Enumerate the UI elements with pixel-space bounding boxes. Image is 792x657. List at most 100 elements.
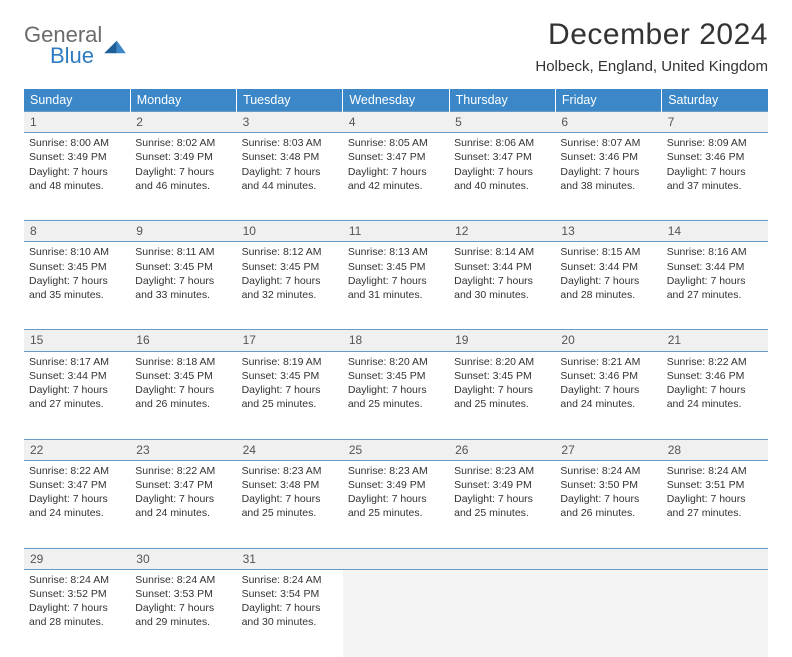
sunrise-text: Sunrise: 8:20 AM [348, 355, 444, 369]
day-cell: Sunrise: 8:05 AMSunset: 3:47 PMDaylight:… [343, 133, 449, 221]
sunrise-text: Sunrise: 8:24 AM [667, 464, 763, 478]
daylight-text-1: Daylight: 7 hours [135, 492, 231, 506]
sunrise-text: Sunrise: 8:16 AM [667, 245, 763, 259]
day-number-cell: 27 [555, 439, 661, 460]
sunset-text: Sunset: 3:49 PM [348, 478, 444, 492]
day-number-cell: 22 [24, 439, 130, 460]
daylight-text-1: Daylight: 7 hours [560, 383, 656, 397]
daylight-text-1: Daylight: 7 hours [242, 274, 338, 288]
day-number-cell: 10 [237, 221, 343, 242]
sunrise-text: Sunrise: 8:23 AM [242, 464, 338, 478]
sunset-text: Sunset: 3:45 PM [29, 260, 125, 274]
daylight-text-1: Daylight: 7 hours [560, 165, 656, 179]
daylight-text-1: Daylight: 7 hours [454, 492, 550, 506]
sunrise-text: Sunrise: 8:00 AM [29, 136, 125, 150]
daylight-text-2: and 24 minutes. [29, 506, 125, 520]
logo-word-blue: Blue [50, 45, 102, 67]
location-label: Holbeck, England, United Kingdom [535, 58, 768, 75]
day-number-cell: 26 [449, 439, 555, 460]
day-number-cell: 20 [555, 330, 661, 351]
daylight-text-2: and 31 minutes. [348, 288, 444, 302]
daylight-text-1: Daylight: 7 hours [29, 383, 125, 397]
day-number-cell: 15 [24, 330, 130, 351]
day-number-row: 15161718192021 [24, 330, 768, 351]
day-number-cell: 30 [130, 548, 236, 569]
daylight-text-2: and 25 minutes. [454, 506, 550, 520]
day-cell: Sunrise: 8:06 AMSunset: 3:47 PMDaylight:… [449, 133, 555, 221]
day-cell: Sunrise: 8:23 AMSunset: 3:49 PMDaylight:… [343, 460, 449, 548]
day-cell: Sunrise: 8:22 AMSunset: 3:47 PMDaylight:… [130, 460, 236, 548]
day-number-row: 891011121314 [24, 221, 768, 242]
daylight-text-2: and 30 minutes. [454, 288, 550, 302]
daylight-text-1: Daylight: 7 hours [560, 274, 656, 288]
day-cell: Sunrise: 8:15 AMSunset: 3:44 PMDaylight:… [555, 242, 661, 330]
daylight-text-1: Daylight: 7 hours [454, 165, 550, 179]
daylight-text-2: and 25 minutes. [348, 506, 444, 520]
daylight-text-2: and 24 minutes. [560, 397, 656, 411]
sunrise-text: Sunrise: 8:24 AM [242, 573, 338, 587]
sunset-text: Sunset: 3:44 PM [29, 369, 125, 383]
logo-text-block: General Blue [24, 24, 102, 67]
calendar-table: Sunday Monday Tuesday Wednesday Thursday… [24, 89, 768, 657]
daylight-text-2: and 27 minutes. [29, 397, 125, 411]
day-number-cell: 1 [24, 112, 130, 133]
sunset-text: Sunset: 3:52 PM [29, 587, 125, 601]
day-cell: Sunrise: 8:18 AMSunset: 3:45 PMDaylight:… [130, 351, 236, 439]
sunrise-text: Sunrise: 8:09 AM [667, 136, 763, 150]
daylight-text-1: Daylight: 7 hours [135, 165, 231, 179]
logo-triangle-icon [104, 37, 126, 55]
day-number-cell: 9 [130, 221, 236, 242]
sunrise-text: Sunrise: 8:15 AM [560, 245, 656, 259]
sunrise-text: Sunrise: 8:23 AM [454, 464, 550, 478]
day-cell: Sunrise: 8:21 AMSunset: 3:46 PMDaylight:… [555, 351, 661, 439]
sunrise-text: Sunrise: 8:24 AM [560, 464, 656, 478]
day-number-cell: 2 [130, 112, 236, 133]
day-number-cell: 23 [130, 439, 236, 460]
weekday-header: Wednesday [343, 89, 449, 112]
day-number-cell: 25 [343, 439, 449, 460]
daylight-text-2: and 28 minutes. [560, 288, 656, 302]
title-block: December 2024 Holbeck, England, United K… [535, 18, 768, 75]
daylight-text-2: and 24 minutes. [667, 397, 763, 411]
day-number-cell: 11 [343, 221, 449, 242]
day-number-cell: 18 [343, 330, 449, 351]
sunrise-text: Sunrise: 8:21 AM [560, 355, 656, 369]
day-number-cell: 19 [449, 330, 555, 351]
sunrise-text: Sunrise: 8:13 AM [348, 245, 444, 259]
sunset-text: Sunset: 3:44 PM [667, 260, 763, 274]
day-cell: Sunrise: 8:20 AMSunset: 3:45 PMDaylight:… [449, 351, 555, 439]
day-number-cell: 14 [662, 221, 768, 242]
daylight-text-1: Daylight: 7 hours [242, 165, 338, 179]
sunset-text: Sunset: 3:46 PM [560, 369, 656, 383]
day-number-row: 1234567 [24, 112, 768, 133]
sunrise-text: Sunrise: 8:03 AM [242, 136, 338, 150]
day-cell: Sunrise: 8:19 AMSunset: 3:45 PMDaylight:… [237, 351, 343, 439]
day-number-cell: 8 [24, 221, 130, 242]
daylight-text-1: Daylight: 7 hours [454, 383, 550, 397]
sunset-text: Sunset: 3:45 PM [135, 260, 231, 274]
day-cell: Sunrise: 8:22 AMSunset: 3:47 PMDaylight:… [24, 460, 130, 548]
sunset-text: Sunset: 3:53 PM [135, 587, 231, 601]
day-number-cell: 5 [449, 112, 555, 133]
sunset-text: Sunset: 3:51 PM [667, 478, 763, 492]
daylight-text-2: and 48 minutes. [29, 179, 125, 193]
day-cell: Sunrise: 8:20 AMSunset: 3:45 PMDaylight:… [343, 351, 449, 439]
sunrise-text: Sunrise: 8:07 AM [560, 136, 656, 150]
sunrise-text: Sunrise: 8:19 AM [242, 355, 338, 369]
sunset-text: Sunset: 3:47 PM [348, 150, 444, 164]
day-number-cell: 4 [343, 112, 449, 133]
sunrise-text: Sunrise: 8:20 AM [454, 355, 550, 369]
daylight-text-2: and 25 minutes. [348, 397, 444, 411]
day-number-cell: 13 [555, 221, 661, 242]
sunset-text: Sunset: 3:49 PM [135, 150, 231, 164]
day-cell: Sunrise: 8:10 AMSunset: 3:45 PMDaylight:… [24, 242, 130, 330]
sunset-text: Sunset: 3:46 PM [667, 150, 763, 164]
weekday-header: Sunday [24, 89, 130, 112]
day-number-cell: 17 [237, 330, 343, 351]
sunrise-text: Sunrise: 8:14 AM [454, 245, 550, 259]
page-header: General Blue December 2024 Holbeck, Engl… [24, 18, 768, 75]
sunrise-text: Sunrise: 8:23 AM [348, 464, 444, 478]
daylight-text-2: and 26 minutes. [560, 506, 656, 520]
day-cell: Sunrise: 8:07 AMSunset: 3:46 PMDaylight:… [555, 133, 661, 221]
week-detail-row: Sunrise: 8:10 AMSunset: 3:45 PMDaylight:… [24, 242, 768, 330]
